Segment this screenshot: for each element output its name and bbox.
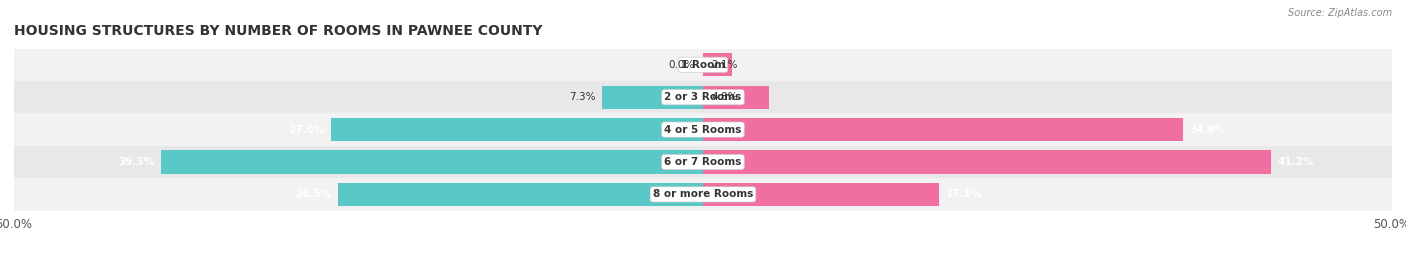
Legend: Owner-occupied, Renter-occupied: Owner-occupied, Renter-occupied <box>572 269 834 270</box>
Text: 39.3%: 39.3% <box>118 157 155 167</box>
Text: 41.2%: 41.2% <box>1278 157 1315 167</box>
Text: 1 Room: 1 Room <box>681 60 725 70</box>
Text: 8 or more Rooms: 8 or more Rooms <box>652 189 754 200</box>
Text: 34.8%: 34.8% <box>1189 124 1226 135</box>
Bar <box>602 86 703 109</box>
Bar <box>330 118 703 141</box>
Bar <box>703 86 769 109</box>
Text: 2.1%: 2.1% <box>711 60 738 70</box>
Bar <box>337 183 703 206</box>
Bar <box>14 81 1392 113</box>
Text: 0.0%: 0.0% <box>668 60 695 70</box>
Text: 26.5%: 26.5% <box>295 189 330 200</box>
Text: HOUSING STRUCTURES BY NUMBER OF ROOMS IN PAWNEE COUNTY: HOUSING STRUCTURES BY NUMBER OF ROOMS IN… <box>14 24 543 38</box>
Text: 7.3%: 7.3% <box>569 92 596 102</box>
Bar <box>162 150 703 174</box>
Text: Source: ZipAtlas.com: Source: ZipAtlas.com <box>1288 8 1392 18</box>
Text: 4.8%: 4.8% <box>711 92 738 102</box>
Bar <box>14 49 1392 81</box>
Bar <box>14 178 1392 211</box>
Bar <box>703 53 733 76</box>
Text: 27.0%: 27.0% <box>288 124 323 135</box>
Bar <box>703 118 1182 141</box>
Bar <box>14 113 1392 146</box>
Bar <box>703 150 1271 174</box>
Text: 4 or 5 Rooms: 4 or 5 Rooms <box>664 124 742 135</box>
Text: 6 or 7 Rooms: 6 or 7 Rooms <box>664 157 742 167</box>
Bar <box>703 183 939 206</box>
Bar <box>14 146 1392 178</box>
Text: 17.1%: 17.1% <box>945 189 981 200</box>
Text: 2 or 3 Rooms: 2 or 3 Rooms <box>665 92 741 102</box>
